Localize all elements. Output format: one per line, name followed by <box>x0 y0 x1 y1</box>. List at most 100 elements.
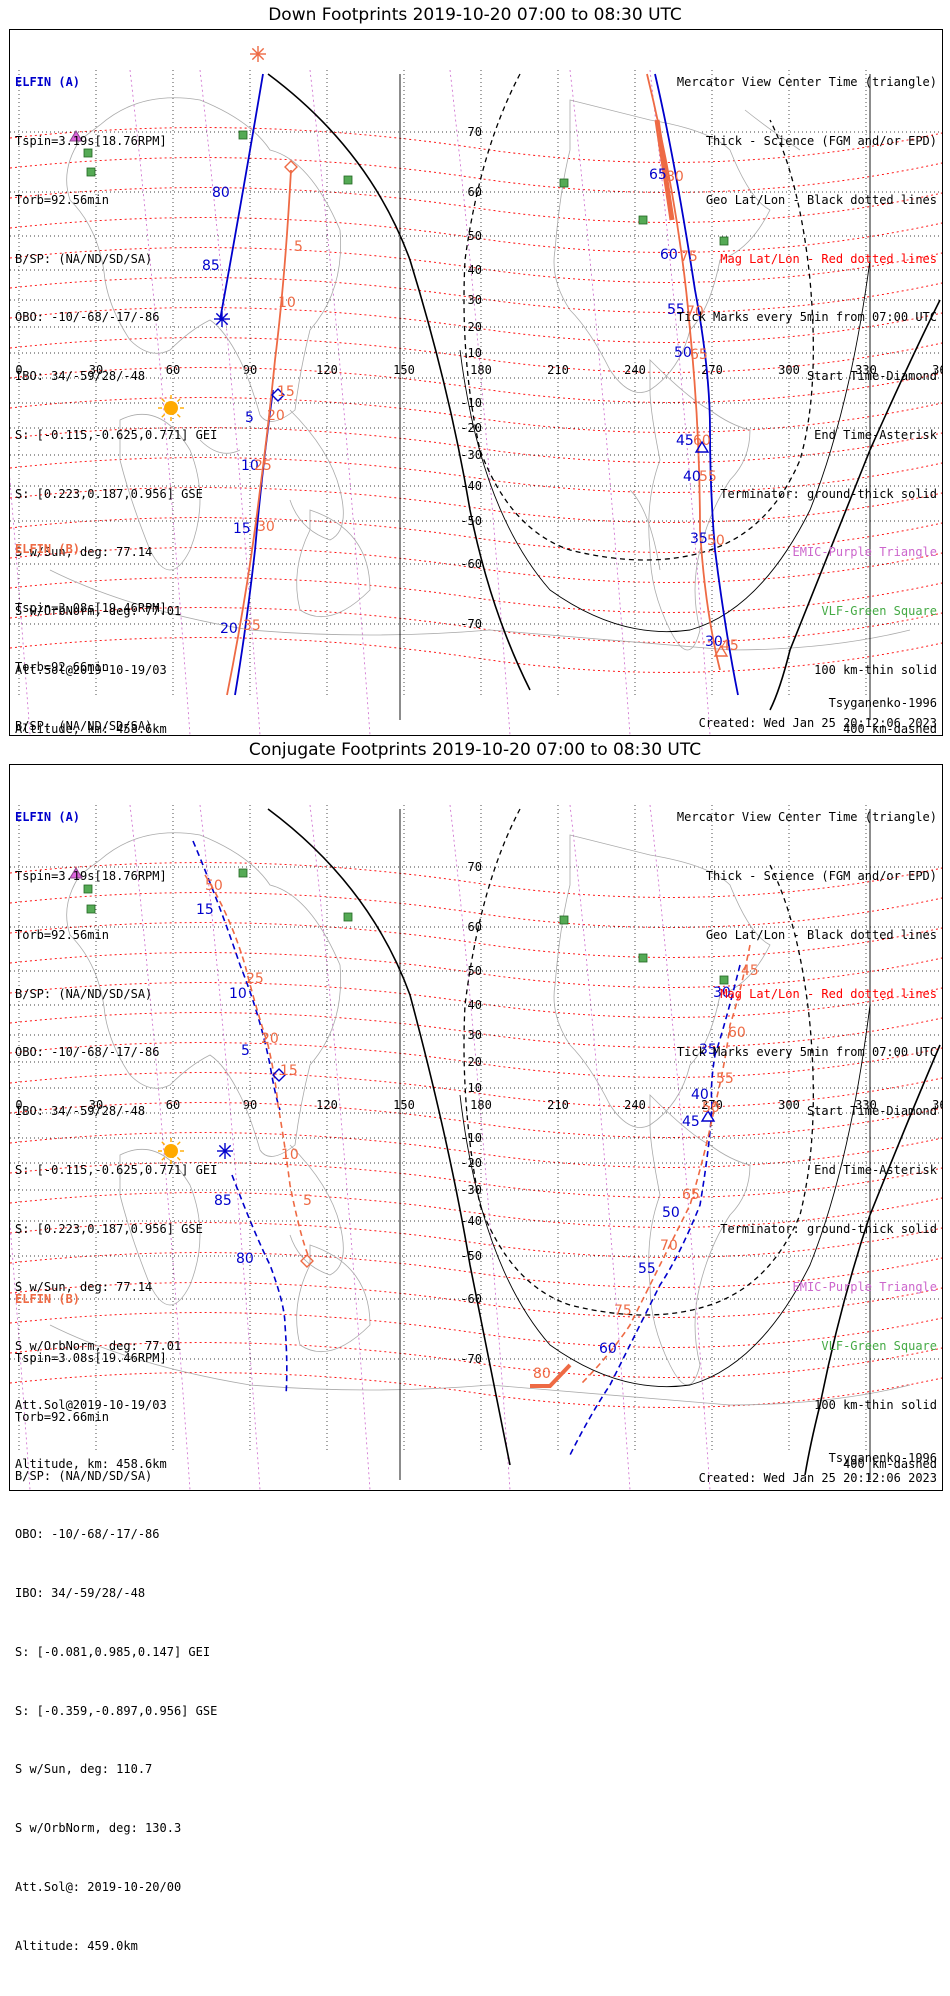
lat-tick-label: -30 <box>460 448 482 462</box>
lat-tick-label: 60 <box>468 920 482 934</box>
terminator-100km <box>399 74 871 720</box>
lon-tick-label: 0 <box>15 1098 22 1112</box>
lon-tick-label: 30 <box>89 363 103 377</box>
info-line: S: [-0.081,0.985,0.147] GEI <box>15 1644 211 1659</box>
lon-tick-label: 60 <box>166 363 180 377</box>
track-time-label: 45 <box>721 638 739 654</box>
mag-lon-line <box>309 69 371 735</box>
track-time-label: 80 <box>666 169 684 185</box>
info-line: Altitude, km: 458.6km <box>15 1456 167 1471</box>
track-time-label: 60 <box>693 433 711 449</box>
track-time-label: 20 <box>267 408 285 424</box>
mag-lon-line <box>649 804 711 1490</box>
track-time-label: 45 <box>682 1114 700 1130</box>
track-time-label: 20 <box>261 1031 279 1047</box>
lon-tick-label: 180 <box>470 1098 492 1112</box>
info-line: B/SP: (NA/ND/SD/SA) <box>15 986 153 1001</box>
emic-station-triangle <box>69 867 83 879</box>
legend-item: 100 km-thin solid <box>814 1398 937 1412</box>
lat-tick-label: 10 <box>468 346 482 360</box>
down-markers <box>69 46 729 657</box>
legend-item: Tick Marks every 5min from 07:00 UTC <box>676 310 937 325</box>
start-time-diamond <box>272 1068 286 1082</box>
track-time-label: 45 <box>741 963 759 979</box>
lon-tick-label: 300 <box>778 1098 800 1112</box>
lon-tick-labels: 0306090120150180210240270300330360 <box>15 1098 942 1112</box>
info-line: Torb=92.56min <box>15 192 109 207</box>
track-time-label: 60 <box>599 1341 617 1357</box>
legend-item: Mag Lat/Lon - Red dotted lines <box>720 986 937 1001</box>
info-line: S: [-0.115,-0.625,0.771] GEI <box>15 427 218 442</box>
elfin-a-track <box>192 840 741 1456</box>
track-time-label: 10 <box>229 986 247 1002</box>
lat-tick-label: 20 <box>468 320 482 334</box>
mag-lon-line <box>129 69 191 735</box>
lat-tick-label: -40 <box>460 1214 482 1228</box>
vlf-station-square <box>343 175 353 185</box>
info-line: B/SP: (NA/ND/SD/SA) <box>15 1468 153 1483</box>
lat-tick-label: 10 <box>468 1081 482 1095</box>
legend-item: Start Time-Diamond <box>806 369 937 384</box>
info-line: Altitude: 459.0km <box>15 1938 138 1953</box>
conjugate-footprints-panel: 0306090120150180210240270300330360 70605… <box>9 764 943 1953</box>
track-time-label: 70 <box>686 304 704 320</box>
lon-tick-label: 330 <box>855 363 877 377</box>
track-time-label: 50 <box>205 878 223 894</box>
mag-lon-line <box>10 476 31 735</box>
track-time-label: 10 <box>278 295 296 311</box>
track-labels: 5025201510515105858030354045505560456055… <box>196 878 759 1382</box>
track-time-label: 5 <box>245 410 254 426</box>
legend-item: 100 km-thin solid <box>814 663 937 677</box>
elfin-b-info: ELFIN (B) Tspin=3.08s[19.46RPM] Torb=92.… <box>15 1251 217 1996</box>
track-time-label: 55 <box>716 1071 734 1087</box>
vlf-station-square <box>559 178 569 188</box>
track-time-label: 55 <box>638 1261 656 1277</box>
vlf-station-square <box>719 975 729 985</box>
mag-lon-line <box>569 804 631 1490</box>
lon-tick-label: 360 <box>932 363 942 377</box>
terminator-100km <box>399 809 871 1480</box>
info-line: S w/OrbNorm, deg: 130.3 <box>15 1821 182 1836</box>
track-time-label: 25 <box>246 971 264 987</box>
elfin-b-header: ELFIN (B) <box>15 542 81 557</box>
lon-tick-label: 360 <box>932 1098 942 1112</box>
geo-grid <box>10 69 942 735</box>
conjugate-map: 0306090120150180210240270300330360 70605… <box>10 804 942 1490</box>
track-time-label: 35 <box>690 531 708 547</box>
track-time-label: 15 <box>233 521 251 537</box>
lat-tick-label: -50 <box>460 1249 482 1263</box>
legend: Mercator View Center Time (triangle) Thi… <box>677 34 937 779</box>
lat-tick-label: -50 <box>460 514 482 528</box>
lon-tick-label: 180 <box>470 363 492 377</box>
vlf-station-square <box>83 884 93 894</box>
lat-tick-label: 40 <box>468 263 482 277</box>
legend-item: End Time-Asterisk <box>814 1162 937 1177</box>
mag-lon-line <box>199 804 261 1490</box>
track-time-label: 15 <box>277 384 295 400</box>
info-line: S w/OrbNorm, deg: 77.01 <box>15 604 182 619</box>
track-time-label: 20 <box>220 621 238 637</box>
lon-tick-label: 300 <box>778 363 800 377</box>
track-time-label: 50 <box>702 1100 720 1116</box>
track-time-label: 75 <box>614 1303 632 1319</box>
end-time-asterisk <box>250 46 266 62</box>
emic-station-triangle <box>69 130 83 142</box>
model-label: Tsyganenko-1996 <box>828 696 937 710</box>
start-time-diamond <box>271 388 285 402</box>
info-line: S w/OrbNorm, deg: 77.01 <box>15 1339 182 1354</box>
legend-item: Terminator: ground-thick solid <box>720 1221 937 1236</box>
legend-item: Thick - Science (FGM and/or EPD) <box>705 133 937 148</box>
legend-item: Start Time-Diamond <box>806 1104 937 1119</box>
vlf-station-square <box>83 148 93 158</box>
lon-tick-label: 210 <box>547 1098 569 1112</box>
track-time-label: 45 <box>676 433 694 449</box>
center-time-triangle <box>694 440 710 453</box>
end-time-asterisk <box>217 1143 233 1159</box>
track-time-label: 5 <box>241 1043 250 1059</box>
track-time-label: 30 <box>713 985 731 1001</box>
lon-tick-labels: 0306090120150180210240270300330360 <box>15 363 942 377</box>
info-line: Tspin=3.19s[18.76RPM] <box>15 133 167 148</box>
lat-tick-label: 50 <box>468 229 482 243</box>
